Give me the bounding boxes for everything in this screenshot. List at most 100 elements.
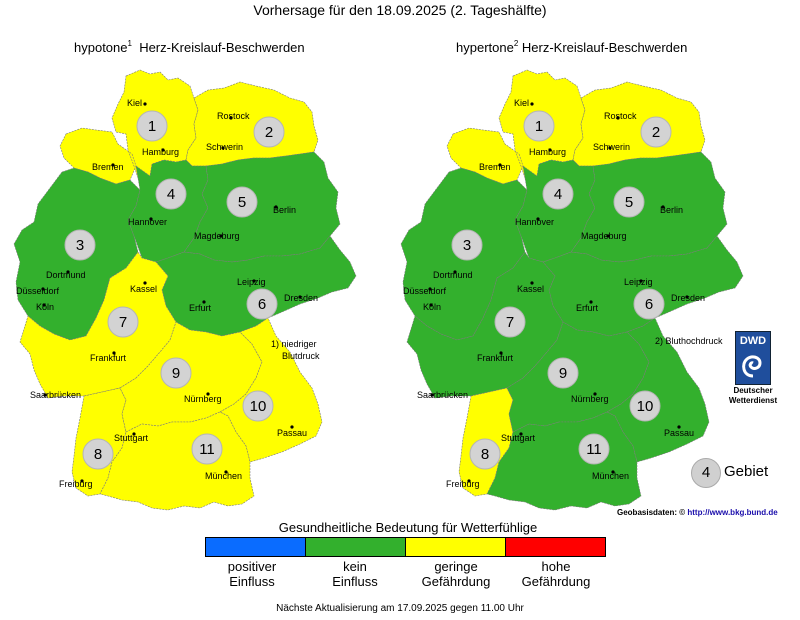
region-marker-3: [451, 229, 483, 261]
city-label: Köln: [423, 302, 441, 312]
region-marker-9: [160, 357, 192, 389]
region-marker-8: [82, 438, 114, 470]
city-label: Hannover: [128, 217, 167, 227]
dwd-line: Deutscher: [733, 386, 773, 395]
legend-label-line: Einfluss: [229, 574, 275, 589]
city-label: Schwerin: [206, 142, 243, 152]
city-dot: [519, 432, 523, 436]
city-dot: [80, 479, 84, 483]
region-number-8: 8: [481, 446, 489, 463]
map-title-hypertone: hypertone2 Herz-Kreislauf-Beschwerden: [456, 39, 687, 55]
map-title-prefix: hypertone: [456, 40, 514, 55]
region-number-10: 10: [250, 398, 267, 415]
city-dot: [530, 281, 534, 285]
region-5: [570, 151, 728, 263]
city-dot: [530, 102, 534, 106]
city-dot: [229, 116, 233, 120]
region-number-8: 8: [94, 446, 102, 463]
city-dot: [290, 425, 294, 429]
city-dot: [616, 116, 620, 120]
city-label: München: [205, 471, 242, 481]
dwd-name: Deutscher Wetterdienst: [715, 386, 791, 406]
city-label: Rostock: [217, 111, 250, 121]
region-number-3: 3: [463, 237, 471, 254]
city-dot: [298, 295, 302, 299]
city-dot: [42, 303, 46, 307]
city-dot: [143, 102, 147, 106]
note-line: 1) niedriger: [271, 339, 317, 349]
city-label: Dortmund: [433, 270, 473, 280]
region-marker-9: [547, 357, 579, 389]
region-marker-8: [469, 438, 501, 470]
city-label: Stuttgart: [114, 433, 149, 443]
map-title-suffix: Herz-Kreislauf-Beschwerden: [521, 40, 688, 55]
region-5: [183, 151, 341, 263]
city-dot: [428, 287, 432, 291]
city-dot: [112, 351, 116, 355]
city-label: Passau: [664, 428, 694, 438]
legend-label-line: Gefährdung: [521, 574, 591, 589]
dwd-logo: DWD: [735, 331, 771, 385]
geobasis-label: Geobasisdaten: ©: [617, 508, 686, 517]
region-number-4: 4: [554, 186, 562, 203]
region-marker-6: [246, 288, 278, 320]
city-label: Erfurt: [189, 303, 212, 313]
city-label: Passau: [277, 428, 307, 438]
dwd-line: Wetterdienst: [728, 396, 778, 405]
city-dot: [149, 217, 153, 221]
region-number-5: 5: [238, 194, 246, 211]
legend-swatch-hohe: [505, 537, 606, 557]
city-label: Saarbrücken: [417, 390, 468, 400]
region-10: [606, 317, 710, 463]
region-marker-1: [136, 110, 168, 142]
region-marker-10: [242, 390, 274, 422]
city-label: Bremen: [479, 162, 511, 172]
city-label: Hamburg: [529, 147, 566, 157]
region-marker-10: [629, 390, 661, 422]
city-dot: [224, 470, 228, 474]
city-label: Leipzig: [237, 277, 266, 287]
germany-map-hypertone: 1 2 3 4 5 6 7 8 9 10 11 Kiel Rostock Hamburg Schwerin B…: [400, 69, 744, 511]
geobasis-link[interactable]: http://www.bkg.bund.de: [687, 508, 778, 517]
region-marker-6: [633, 288, 665, 320]
city-dot: [589, 300, 593, 304]
region-number-1: 1: [148, 118, 156, 135]
city-dot: [111, 163, 115, 167]
legend-label-line: hohe: [541, 559, 571, 574]
note-hypertone: 2) Bluthochdruck: [655, 336, 723, 346]
city-label: Saarbrücken: [30, 390, 81, 400]
city-label: Freiburg: [446, 479, 480, 489]
region-2: [572, 81, 706, 167]
city-label: Schwerin: [593, 142, 630, 152]
legend-label-line: Gefährdung: [421, 574, 491, 589]
city-label: Nürnberg: [571, 394, 609, 404]
city-dot: [43, 393, 47, 397]
city-dot: [161, 148, 165, 152]
region-marker-11: [578, 433, 610, 465]
city-label: Rostock: [604, 111, 637, 121]
germany-map-hypotone: 1 2 3 4 5 6 7 8 9 10 11 Kiel Rostock Hamburg Schwerin B…: [13, 69, 357, 511]
region-number-9: 9: [172, 365, 180, 382]
region-marker-2: [640, 116, 672, 148]
region-number-5: 5: [625, 194, 633, 211]
region-number-3: 3: [76, 237, 84, 254]
geobasis-credit: Geobasisdaten: © http://www.bkg.bund.de: [617, 508, 778, 517]
city-label: Nürnberg: [184, 394, 222, 404]
gebiet-label: Gebiet: [724, 463, 769, 480]
city-label: Stuttgart: [501, 433, 536, 443]
city-label: Dortmund: [46, 270, 86, 280]
legend-label-line: positiver: [227, 559, 277, 574]
map-title-hypotone: hypotone1 Herz-Kreislauf-Beschwerden: [74, 39, 305, 55]
city-dot: [206, 392, 210, 396]
city-label: Hannover: [515, 217, 554, 227]
gebiet-sample-marker: 4: [691, 458, 721, 488]
dwd-swirl-icon: DWD: [740, 335, 766, 378]
city-dot: [132, 432, 136, 436]
region-number-6: 6: [645, 296, 653, 313]
region-marker-3: [64, 229, 96, 261]
legend-swatch-geringe: [405, 537, 506, 557]
city-label: Düsseldorf: [403, 286, 447, 296]
city-label: Leipzig: [624, 277, 653, 287]
region-10: [219, 317, 323, 463]
legend-swatch-positiver: [205, 537, 306, 557]
